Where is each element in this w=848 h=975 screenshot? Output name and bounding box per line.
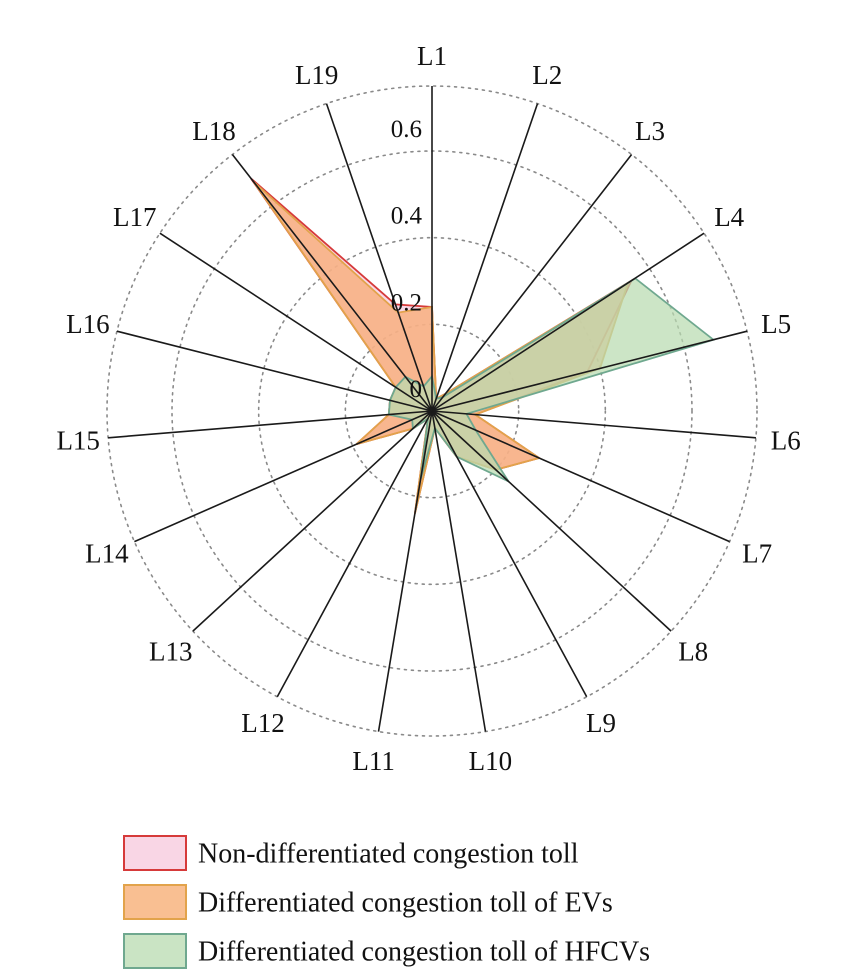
axis-label-L18: L18 — [192, 116, 236, 146]
axis-label-L1: L1 — [417, 41, 447, 71]
axis-label-L7: L7 — [742, 539, 772, 569]
legend-swatch-3 — [123, 933, 187, 969]
spoke-L12 — [276, 410, 433, 698]
axis-label-L13: L13 — [149, 636, 193, 666]
radar-spokes — [108, 86, 756, 732]
radial-tick-0: 0 — [410, 376, 423, 403]
axis-label-L12: L12 — [241, 708, 285, 738]
axis-label-L4: L4 — [714, 202, 744, 232]
spoke-L7 — [431, 410, 730, 543]
radial-tick-labels: 0 0.2 0.4 0.6 — [391, 116, 423, 403]
spoke-L6 — [431, 410, 756, 439]
axis-label-L10: L10 — [469, 746, 513, 776]
axis-label-L15: L15 — [56, 425, 100, 455]
legend-label-3: Differentiated congestion toll of HFCVs — [198, 937, 650, 968]
axis-label-L17: L17 — [113, 202, 157, 232]
legend: Non-differentiated congestion toll Differ… — [123, 835, 650, 969]
spoke-L10 — [431, 410, 487, 732]
axis-label-L8: L8 — [678, 636, 708, 666]
grid-ring-4 — [106, 85, 758, 737]
spoke-L16 — [116, 330, 433, 412]
spoke-L13 — [192, 410, 433, 632]
spoke-L5 — [431, 330, 748, 412]
spoke-L18 — [231, 154, 433, 412]
spoke-L15 — [108, 410, 433, 439]
spoke-L8 — [431, 410, 672, 632]
series-polygon-3 — [387, 277, 716, 484]
radial-tick-1: 0.2 — [391, 289, 422, 316]
spoke-L14 — [134, 410, 433, 543]
spoke-L9 — [431, 410, 588, 698]
spoke-L19 — [325, 103, 433, 412]
axis-label-L2: L2 — [532, 60, 562, 90]
spoke-L17 — [159, 232, 433, 412]
spoke-L2 — [431, 103, 539, 412]
axis-label-L19: L19 — [295, 60, 339, 90]
legend-label-2: Differentiated congestion toll of EVs — [198, 888, 613, 919]
legend-swatch-2 — [123, 884, 187, 920]
series-polygons — [250, 177, 716, 514]
axis-label-L9: L9 — [586, 708, 616, 738]
axis-label-L11: L11 — [352, 746, 395, 776]
spoke-L11 — [377, 410, 433, 732]
axis-labels: L1 L2 L3 L4 L5 L6 L7 L8 L9 L10 L11 L12 L13 L14 L15 L16 L… — [56, 41, 800, 776]
spoke-L4 — [431, 232, 705, 412]
radial-tick-2: 0.4 — [391, 203, 423, 230]
spoke-L3 — [431, 154, 633, 412]
radial-tick-3: 0.6 — [391, 116, 422, 143]
axis-label-L14: L14 — [85, 539, 129, 569]
axis-label-L3: L3 — [635, 116, 665, 146]
grid-ring-2 — [257, 236, 607, 586]
axis-label-L16: L16 — [66, 309, 110, 339]
legend-label-1: Non-differentiated congestion toll — [198, 839, 579, 870]
axis-label-L6: L6 — [771, 425, 801, 455]
axis-label-L5: L5 — [761, 309, 791, 339]
legend-swatch-1 — [123, 835, 187, 871]
